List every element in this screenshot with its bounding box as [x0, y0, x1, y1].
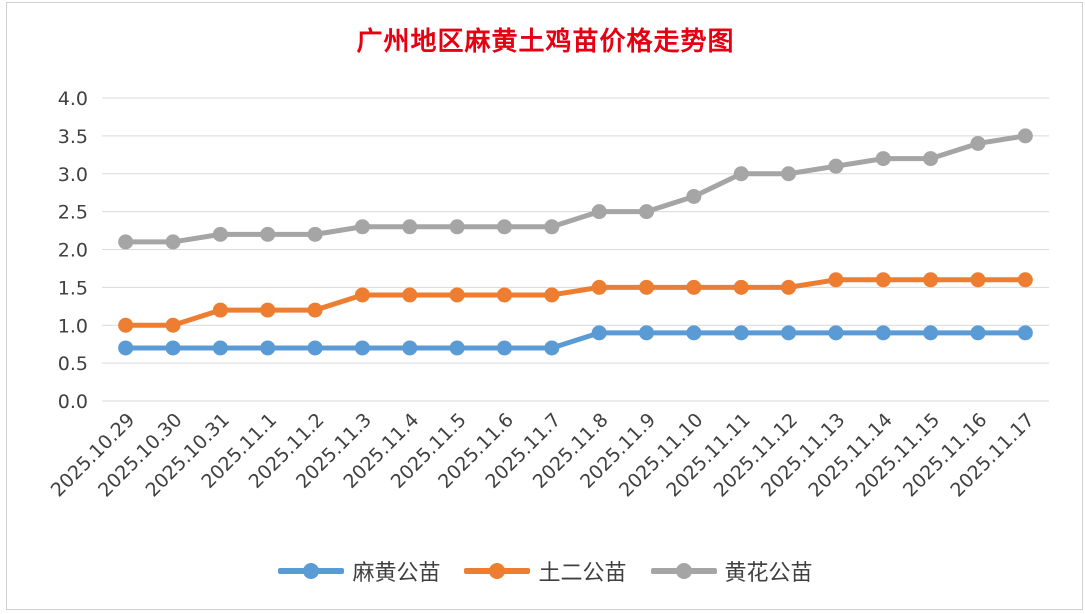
legend-label: 黄花公苗 — [724, 561, 813, 586]
data-point-series-1 — [923, 325, 939, 341]
data-point-series-1 — [402, 340, 418, 356]
legend-label: 麻黄公苗 — [352, 561, 441, 586]
data-point-series-2 — [544, 287, 560, 303]
data-point-series-3 — [781, 166, 797, 182]
data-point-series-2 — [686, 279, 702, 295]
data-point-series-1 — [212, 340, 228, 356]
data-point-series-1 — [307, 340, 323, 356]
data-point-series-2 — [260, 302, 276, 318]
y-tick-label: 1.0 — [58, 315, 88, 337]
data-point-series-1 — [1017, 325, 1033, 341]
legend-label: 土二公苗 — [538, 561, 627, 586]
series-line-2 — [123, 277, 1028, 328]
data-point-series-3 — [923, 151, 939, 167]
data-point-series-1 — [354, 340, 370, 356]
y-tick-label: 1.5 — [58, 277, 88, 299]
data-point-series-3 — [591, 204, 607, 220]
data-point-series-2 — [402, 287, 418, 303]
data-point-series-1 — [118, 340, 134, 356]
data-point-series-2 — [875, 272, 891, 288]
data-point-series-3 — [307, 226, 323, 242]
data-point-series-3 — [402, 219, 418, 235]
data-point-series-1 — [970, 325, 986, 341]
data-point-series-3 — [733, 166, 749, 182]
legend-swatch — [650, 563, 717, 579]
data-point-series-2 — [1017, 272, 1033, 288]
data-point-series-2 — [496, 287, 512, 303]
data-point-series-2 — [781, 279, 797, 295]
data-point-series-3 — [875, 151, 891, 167]
data-point-series-2 — [354, 287, 370, 303]
data-point-series-1 — [496, 340, 512, 356]
data-point-series-3 — [1017, 128, 1033, 144]
data-point-series-3 — [118, 234, 134, 250]
data-point-series-3 — [828, 158, 844, 174]
data-point-series-1 — [260, 340, 276, 356]
series-line-1 — [123, 330, 1028, 351]
series-line-3 — [123, 133, 1028, 245]
y-tick-label: 0.5 — [58, 353, 88, 375]
data-point-series-2 — [212, 302, 228, 318]
data-point-series-1 — [781, 325, 797, 341]
data-point-series-3 — [260, 226, 276, 242]
chart-legend: 麻黄公苗 土二公苗 黄花公苗 — [7, 555, 1084, 587]
data-point-series-3 — [686, 188, 702, 204]
legend-swatch — [464, 563, 531, 579]
legend-item-3: 黄花公苗 — [650, 555, 813, 587]
data-point-series-2 — [639, 279, 655, 295]
data-point-series-1 — [449, 340, 465, 356]
data-point-series-1 — [165, 340, 181, 356]
data-point-series-1 — [733, 325, 749, 341]
data-point-series-1 — [544, 340, 560, 356]
data-point-series-2 — [923, 272, 939, 288]
data-point-series-3 — [544, 219, 560, 235]
data-point-series-3 — [639, 204, 655, 220]
y-tick-label: 4.0 — [58, 88, 88, 110]
legend-item-2: 土二公苗 — [464, 555, 627, 587]
y-tick-label: 3.0 — [58, 164, 88, 186]
data-point-series-3 — [449, 219, 465, 235]
data-point-series-2 — [970, 272, 986, 288]
data-point-series-1 — [639, 325, 655, 341]
y-tick-label: 2.0 — [58, 240, 88, 262]
data-point-series-3 — [970, 135, 986, 151]
data-point-series-3 — [212, 226, 228, 242]
line-chart-plot: 0.00.51.01.52.02.53.03.54.02025.10.29202… — [47, 88, 1049, 501]
data-point-series-2 — [591, 279, 607, 295]
data-point-series-2 — [733, 279, 749, 295]
data-point-series-2 — [165, 317, 181, 333]
data-point-series-1 — [686, 325, 702, 341]
chart-title: 广州地区麻黄土鸡苗价格走势图 — [356, 27, 735, 57]
chart-container[interactable]: 广州地区麻黄土鸡苗价格走势图 0.0 0.5 1.0 1.5 2.0 2.5 3.0 3.5 4… — [6, 2, 1083, 610]
legend-item-1: 麻黄公苗 — [278, 555, 440, 587]
data-point-series-3 — [165, 234, 181, 250]
data-point-series-1 — [875, 325, 891, 341]
data-point-series-2 — [828, 272, 844, 288]
data-point-series-3 — [496, 219, 512, 235]
y-tick-label: 2.5 — [58, 202, 88, 224]
y-tick-label: 3.5 — [58, 126, 88, 148]
legend-swatch — [278, 563, 345, 579]
data-point-series-1 — [828, 325, 844, 341]
data-point-series-2 — [118, 317, 134, 333]
data-point-series-1 — [591, 325, 607, 341]
data-point-series-3 — [354, 219, 370, 235]
y-tick-label: 0.0 — [58, 391, 88, 413]
data-point-series-2 — [307, 302, 323, 318]
data-point-series-2 — [449, 287, 465, 303]
